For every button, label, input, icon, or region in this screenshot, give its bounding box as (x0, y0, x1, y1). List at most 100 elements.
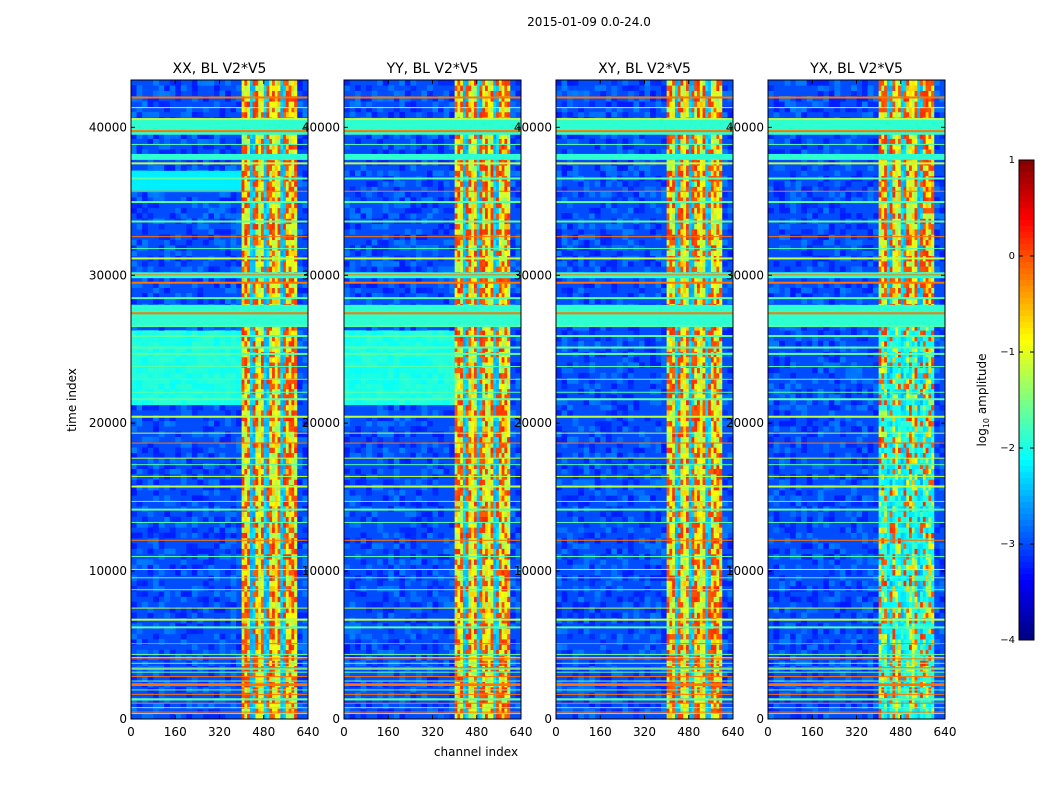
heatmap-cell (131, 186, 137, 193)
band-cell (244, 394, 248, 400)
heatmap-cell (236, 245, 242, 251)
band-cell (283, 442, 287, 448)
heatmap-cell (302, 463, 309, 470)
band-cell (272, 447, 276, 454)
heatmap-cell (230, 591, 237, 597)
band-cell (241, 394, 245, 400)
heatmap-cell (164, 234, 171, 241)
band-cell (283, 703, 287, 709)
heatmap-cell (147, 527, 154, 533)
band-cell (294, 585, 298, 592)
heatmap-cell (142, 639, 148, 645)
band-cell (263, 165, 267, 171)
heatmap-cell (202, 277, 209, 283)
band-cell (263, 367, 267, 374)
heatmap-cell (142, 245, 148, 251)
band-cell (288, 80, 292, 86)
band-cell (263, 644, 267, 651)
heatmap-cell (366, 607, 372, 613)
band-cell (266, 692, 270, 698)
band-cell (249, 85, 253, 91)
heatmap-cell (302, 564, 309, 571)
heatmap-cell (382, 596, 389, 603)
band-cell (283, 324, 287, 331)
band-cell (274, 138, 278, 145)
band-cell (255, 569, 259, 576)
heatmap-cell (153, 495, 159, 501)
band-cell (285, 708, 289, 714)
heatmap-cell (393, 543, 400, 549)
band-cell (255, 356, 259, 363)
heatmap-cell (399, 713, 406, 720)
flag-line (131, 281, 308, 284)
heatmap-cell (296, 340, 303, 347)
band-cell (274, 282, 278, 288)
band-cell (266, 287, 270, 294)
band-cell (252, 713, 256, 720)
band-cell (255, 703, 259, 709)
heatmap-cell (153, 287, 159, 294)
band-cell (294, 356, 298, 363)
heatmap-cell (377, 468, 384, 475)
heatmap-cell (180, 410, 187, 416)
heatmap-cell (236, 330, 242, 336)
band-cell (285, 197, 289, 203)
heatmap-cell (186, 181, 193, 187)
heatmap-cell (208, 671, 215, 677)
heatmap-cell (421, 468, 428, 475)
band-cell (277, 293, 281, 299)
heatmap-cell (236, 500, 242, 507)
band-cell (258, 378, 262, 384)
band-cell (274, 85, 278, 91)
band-cell (255, 367, 259, 374)
band-cell (260, 85, 265, 91)
band-cell (255, 266, 259, 272)
heatmap-cell (202, 223, 209, 230)
band-cell (255, 95, 259, 102)
band-cell (266, 207, 270, 214)
heatmap-cell (164, 628, 171, 635)
band-cell (288, 628, 292, 635)
panels: XX, BL V2*V50 160 320 480 640010000200003000… (89, 61, 957, 739)
band-cell (294, 500, 298, 507)
band-cell (263, 186, 267, 193)
heatmap-cell (225, 591, 231, 597)
band-cell (288, 298, 292, 304)
heatmap-cell (230, 623, 237, 629)
band-cell (255, 543, 259, 549)
heatmap-cell (355, 628, 361, 635)
heatmap-cell (191, 532, 198, 539)
band-cell (272, 676, 276, 683)
heatmap-cell (438, 708, 444, 714)
band-cell (272, 404, 276, 411)
band-cell (249, 420, 253, 427)
heatmap-cell (169, 383, 176, 390)
band-cell (280, 399, 284, 406)
band-cell (252, 245, 256, 251)
heatmap-cell (421, 580, 428, 587)
heatmap-cell (213, 479, 220, 485)
heatmap-cell (147, 569, 154, 576)
band-cell (294, 362, 298, 368)
heatmap-cell (399, 580, 406, 587)
heatmap-cell (360, 500, 367, 507)
heatmap-cell (388, 452, 395, 459)
heatmap-cell (191, 431, 198, 438)
band-cell (260, 367, 265, 374)
band-cell (280, 367, 284, 374)
heatmap-cell (158, 191, 165, 198)
band-cell (244, 458, 248, 464)
band-cell (241, 596, 245, 603)
heatmap-cell (136, 223, 143, 230)
heatmap-cell (443, 628, 450, 635)
band-cell (263, 479, 267, 485)
band-cell (294, 372, 298, 379)
band-cell (249, 202, 253, 209)
heatmap-cell (230, 340, 237, 347)
band-cell (285, 580, 289, 587)
band-cell (288, 197, 292, 203)
heatmap-cell (515, 468, 522, 475)
band-cell (288, 708, 292, 714)
heatmap-cell (230, 330, 237, 336)
band-cell (249, 372, 253, 379)
